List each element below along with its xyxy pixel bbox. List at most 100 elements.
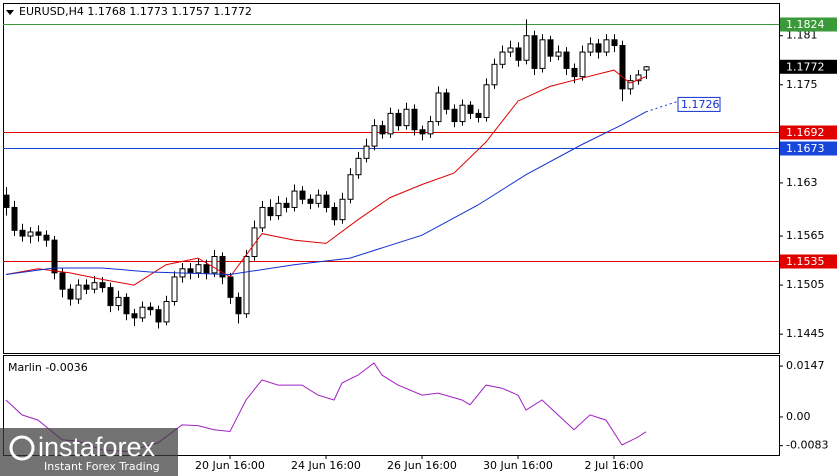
candle-body xyxy=(539,39,546,69)
ray-label-box xyxy=(677,96,721,112)
candle-body xyxy=(499,51,506,65)
candle-body xyxy=(147,306,154,311)
moving-average xyxy=(5,111,647,276)
candle-body xyxy=(475,112,482,118)
indicator-tick-label: 0.00 xyxy=(786,410,811,423)
candle-body xyxy=(579,51,586,78)
candle-body xyxy=(171,276,178,302)
candle-body xyxy=(227,276,234,298)
candle-body xyxy=(379,125,386,135)
candle-body xyxy=(331,206,338,221)
candle-body xyxy=(643,66,650,71)
ray-label: 1.1726 xyxy=(681,98,720,111)
candle-body xyxy=(363,145,370,159)
candle-body xyxy=(267,206,274,217)
candle-body xyxy=(467,104,474,114)
candle-body xyxy=(35,231,42,236)
candle-body xyxy=(187,268,194,274)
watermark-logo xyxy=(9,435,35,461)
candle-body xyxy=(11,206,18,231)
last-price-label: 1.1772 xyxy=(786,60,825,73)
x-tick-label: 20 Jun 16:00 xyxy=(195,459,265,472)
menu-icon xyxy=(6,10,14,15)
x-tick-label: 2 Jul 16:00 xyxy=(585,459,644,472)
candle-body xyxy=(299,190,306,200)
y-tick-label: 1.1505 xyxy=(786,278,825,291)
candle-body xyxy=(531,35,538,69)
candle-body xyxy=(635,74,642,82)
indicator-panel xyxy=(3,355,780,456)
candle-body xyxy=(451,108,458,123)
candle-body xyxy=(235,296,242,315)
indicator-tick-label: -0.0083 xyxy=(786,439,828,452)
candle-body xyxy=(611,39,618,47)
candle-body xyxy=(403,108,410,127)
y-tick-label: 1.163 xyxy=(786,176,818,189)
last-price-box xyxy=(780,59,837,74)
candle-body xyxy=(27,231,34,237)
candle-body xyxy=(347,174,354,200)
level-label-box xyxy=(780,17,837,32)
candle-body xyxy=(483,84,490,118)
watermark-brand: instaforex xyxy=(38,432,156,462)
candle-body xyxy=(587,43,594,53)
candle-body xyxy=(203,264,210,274)
x-tick-label: 26 Jun 16:00 xyxy=(387,459,457,472)
candle-body xyxy=(163,300,170,323)
candle-body xyxy=(371,125,378,147)
candle-body xyxy=(419,129,426,135)
candle-body xyxy=(107,287,114,307)
indicator-tick-label: 0.0147 xyxy=(786,359,825,372)
level-label: 1.1535 xyxy=(786,255,825,268)
candle-body xyxy=(43,234,50,241)
candle-body xyxy=(323,194,330,208)
candle-body xyxy=(251,227,258,258)
candle-body xyxy=(195,264,202,274)
candle-body xyxy=(627,80,634,90)
candle-body xyxy=(283,202,290,208)
candle-body xyxy=(51,239,58,274)
main-panel xyxy=(3,3,780,354)
moving-average xyxy=(5,69,647,286)
candle-body xyxy=(443,92,450,110)
level-label-box xyxy=(780,254,837,269)
level-label: 1.1692 xyxy=(786,126,825,139)
candle-body xyxy=(91,282,98,290)
candle-body xyxy=(155,309,162,323)
candle-body xyxy=(211,256,218,274)
candle-body xyxy=(83,284,90,290)
candle-body xyxy=(307,198,314,204)
candle-body xyxy=(131,313,138,319)
candle-body xyxy=(603,39,610,53)
x-tick-label: 24 Jun 16:00 xyxy=(291,459,361,472)
candle-body xyxy=(459,104,466,123)
candle-body xyxy=(75,284,82,300)
watermark-tagline: Instant Forex Trading xyxy=(44,460,160,473)
candle-body xyxy=(59,272,66,290)
candle-body xyxy=(339,198,346,221)
candle-body xyxy=(115,296,122,307)
y-tick-label: 1.1565 xyxy=(786,229,825,242)
y-tick-label: 1.181 xyxy=(786,29,818,42)
candle-body xyxy=(219,256,226,278)
candle-body xyxy=(411,108,418,131)
candle-body xyxy=(619,45,626,90)
x-tick-label: 30 Jun 16:00 xyxy=(483,459,553,472)
candle-body xyxy=(387,112,394,135)
level-label: 1.1824 xyxy=(786,18,825,31)
candle-body xyxy=(547,39,554,57)
candle-body xyxy=(291,190,298,208)
candle-body xyxy=(435,92,442,123)
watermark-box xyxy=(0,428,178,476)
candle-body xyxy=(243,256,250,315)
level-label-box xyxy=(780,125,837,140)
level-label-box xyxy=(780,141,837,156)
candle-body xyxy=(67,288,74,300)
candle-body xyxy=(315,194,322,204)
candle-body xyxy=(123,296,130,315)
candle-body xyxy=(139,306,146,319)
chart-header: EURUSD,H4 1.1768 1.1773 1.1757 1.1772 xyxy=(19,5,252,18)
